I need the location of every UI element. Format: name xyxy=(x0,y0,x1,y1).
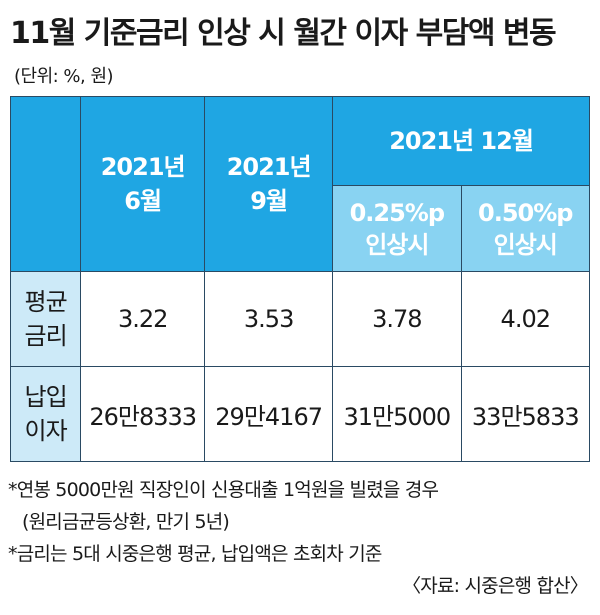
page-title: 11월 기준금리 인상 시 월간 이자 부담액 변동 xyxy=(10,16,557,51)
interest-table: 2021년 6월 2021년 9월 2021년 12월 0.25%p 인상시 0… xyxy=(9,96,591,462)
table-cell: 3.78 xyxy=(332,271,462,367)
source-note: 〈자료: 시중은행 합산〉 xyxy=(402,575,589,597)
header-2021-12-group: 2021년 12월 xyxy=(332,96,590,186)
row-label-payment: 납입 이자 xyxy=(9,366,82,462)
header-025-raise: 0.25%p 인상시 xyxy=(332,185,462,272)
header-050-raise: 0.50%p 인상시 xyxy=(460,185,591,272)
table-cell: 33만5833 xyxy=(460,366,591,462)
footnote-2: *금리는 5대 시중은행 평균, 납입액은 초회차 기준 xyxy=(8,543,382,565)
corner-cell xyxy=(9,96,82,272)
header-2021-09: 2021년 9월 xyxy=(204,96,334,272)
row-label-avg-rate: 평균 금리 xyxy=(9,271,82,367)
table-cell: 4.02 xyxy=(460,271,591,367)
table-row: 납입 이자 26만8333 29만4167 31만5000 33만5833 xyxy=(9,366,591,462)
table-row: 평균 금리 3.22 3.53 3.78 4.02 xyxy=(9,271,591,367)
table-cell: 29만4167 xyxy=(204,366,334,462)
footnotes: *연봉 5000만원 직장인이 신용대출 1억원을 빌렸을 경우 (원리금균등상… xyxy=(8,474,592,602)
unit-label: (단위: %, 원) xyxy=(14,66,114,87)
table-cell: 3.53 xyxy=(204,271,334,367)
footnote-1: *연봉 5000만원 직장인이 신용대출 1억원을 빌렸을 경우 xyxy=(8,479,439,501)
table-cell: 3.22 xyxy=(80,271,206,367)
table-cell: 26만8333 xyxy=(80,366,206,462)
table-cell: 31만5000 xyxy=(332,366,462,462)
header-2021-06: 2021년 6월 xyxy=(80,96,206,272)
footnote-1-detail: (원리금균등상환, 만기 5년) xyxy=(22,511,230,533)
